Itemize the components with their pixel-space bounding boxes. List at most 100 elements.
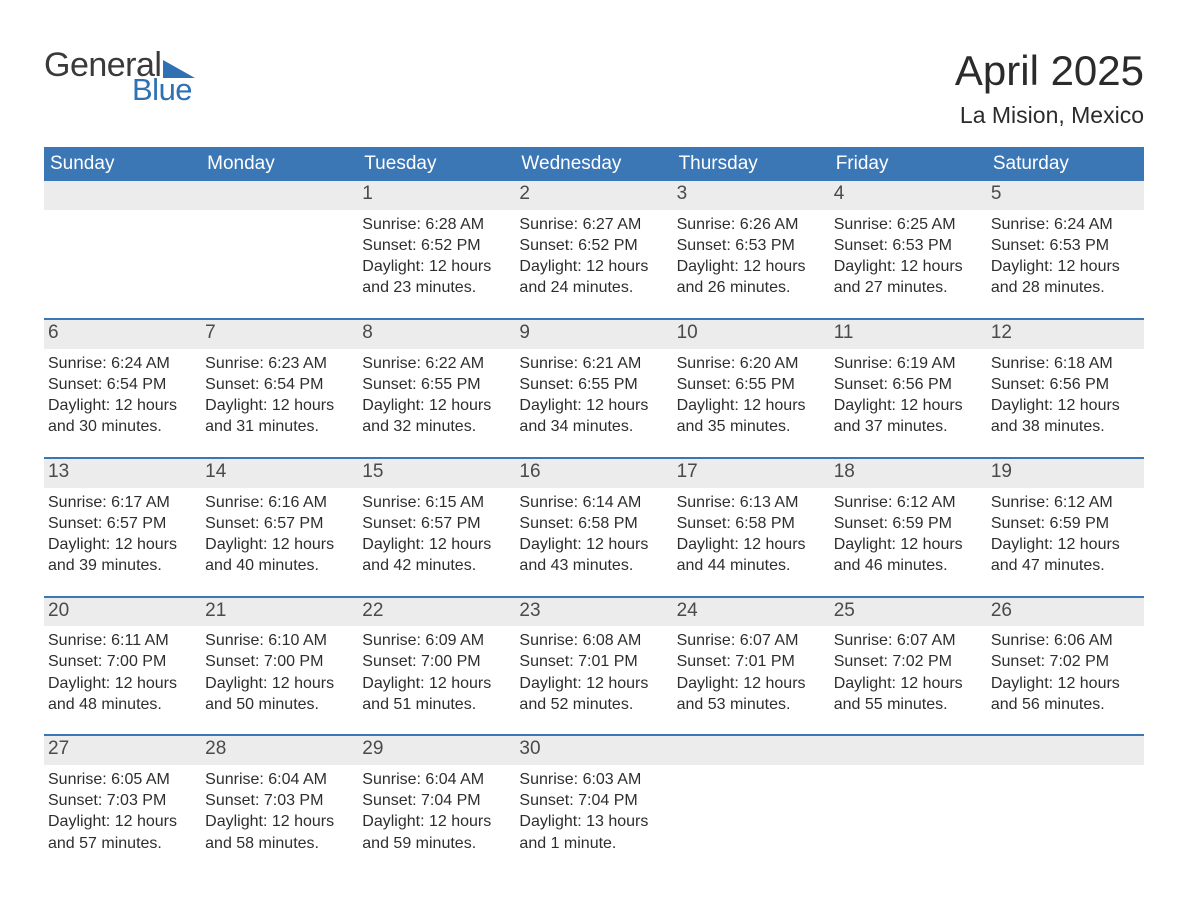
day-cell: Sunrise: 6:09 AMSunset: 7:00 PMDaylight:…: [358, 626, 515, 734]
page-title: April 2025: [955, 48, 1144, 94]
date-number: 24: [673, 598, 830, 627]
daylight-text: and 37 minutes.: [834, 416, 979, 437]
daylight-text: and 27 minutes.: [834, 277, 979, 298]
sunset-text: Sunset: 6:56 PM: [834, 374, 979, 395]
date-body-row: Sunrise: 6:11 AMSunset: 7:00 PMDaylight:…: [44, 626, 1144, 734]
sunrise-text: Sunrise: 6:04 AM: [205, 769, 350, 790]
day-cell: Sunrise: 6:11 AMSunset: 7:00 PMDaylight:…: [44, 626, 201, 734]
date-number: 14: [201, 459, 358, 488]
daylight-text: Daylight: 12 hours: [834, 256, 979, 277]
sunrise-text: Sunrise: 6:18 AM: [991, 353, 1136, 374]
daylight-text: Daylight: 12 hours: [519, 395, 664, 416]
daylight-text: and 46 minutes.: [834, 555, 979, 576]
sunset-text: Sunset: 7:00 PM: [362, 651, 507, 672]
date-number: 29: [358, 736, 515, 765]
sunrise-text: Sunrise: 6:14 AM: [519, 492, 664, 513]
day-cell: Sunrise: 6:22 AMSunset: 6:55 PMDaylight:…: [358, 349, 515, 457]
day-cell: Sunrise: 6:28 AM Sunset: 6:52 PM Dayligh…: [358, 210, 515, 318]
daylight-text: Daylight: 12 hours: [362, 534, 507, 555]
calendar-page: General Blue April 2025 La Mision, Mexic…: [0, 0, 1188, 913]
date-number: [44, 181, 201, 210]
daylight-text: and 1 minute.: [519, 833, 664, 854]
sunrise-text: Sunrise: 6:12 AM: [834, 492, 979, 513]
sunset-text: Sunset: 7:02 PM: [834, 651, 979, 672]
date-number-row: 27 28 29 30: [44, 736, 1144, 765]
daylight-text: and 30 minutes.: [48, 416, 193, 437]
daylight-text: Daylight: 12 hours: [48, 534, 193, 555]
date-number: 26: [987, 598, 1144, 627]
sunset-text: Sunset: 6:58 PM: [677, 513, 822, 534]
sunset-text: Sunset: 6:52 PM: [519, 235, 664, 256]
sunrise-text: Sunrise: 6:22 AM: [362, 353, 507, 374]
date-number: 11: [830, 320, 987, 349]
daylight-text: and 53 minutes.: [677, 694, 822, 715]
day-cell: Sunrise: 6:24 AMSunset: 6:54 PMDaylight:…: [44, 349, 201, 457]
weekday-header: Tuesday: [358, 147, 515, 181]
sunrise-text: Sunrise: 6:21 AM: [519, 353, 664, 374]
day-cell: [44, 210, 201, 318]
sunset-text: Sunset: 6:58 PM: [519, 513, 664, 534]
weekday-header: Wednesday: [515, 147, 672, 181]
day-cell: Sunrise: 6:06 AMSunset: 7:02 PMDaylight:…: [987, 626, 1144, 734]
daylight-text: and 59 minutes.: [362, 833, 507, 854]
sunset-text: Sunset: 6:57 PM: [48, 513, 193, 534]
day-cell: Sunrise: 6:26 AM Sunset: 6:53 PM Dayligh…: [673, 210, 830, 318]
sunrise-text: Sunrise: 6:03 AM: [519, 769, 664, 790]
sunrise-text: Sunrise: 6:23 AM: [205, 353, 350, 374]
date-number: 20: [44, 598, 201, 627]
date-number: 9: [515, 320, 672, 349]
daylight-text: and 35 minutes.: [677, 416, 822, 437]
daylight-text: Daylight: 12 hours: [991, 534, 1136, 555]
daylight-text: Daylight: 12 hours: [834, 534, 979, 555]
date-number: 2: [515, 181, 672, 210]
location-subtitle: La Mision, Mexico: [955, 102, 1144, 129]
date-number-row: 6 7 8 9 10 11 12: [44, 320, 1144, 349]
daylight-text: Daylight: 12 hours: [362, 673, 507, 694]
sunrise-text: Sunrise: 6:28 AM: [362, 214, 507, 235]
date-number: 25: [830, 598, 987, 627]
daylight-text: Daylight: 12 hours: [48, 395, 193, 416]
date-number: 19: [987, 459, 1144, 488]
week-row: 20 21 22 23 24 25 26: [44, 596, 1144, 627]
sunset-text: Sunset: 6:59 PM: [834, 513, 979, 534]
sunset-text: Sunset: 6:53 PM: [677, 235, 822, 256]
daylight-text: and 34 minutes.: [519, 416, 664, 437]
daylight-text: and 38 minutes.: [991, 416, 1136, 437]
daylight-text: Daylight: 12 hours: [677, 256, 822, 277]
daylight-text: Daylight: 12 hours: [519, 534, 664, 555]
date-number: 10: [673, 320, 830, 349]
daylight-text: and 51 minutes.: [362, 694, 507, 715]
date-number: 17: [673, 459, 830, 488]
date-number: 1: [358, 181, 515, 210]
date-number: [673, 736, 830, 765]
date-number: 15: [358, 459, 515, 488]
day-cell: Sunrise: 6:04 AMSunset: 7:04 PMDaylight:…: [358, 765, 515, 873]
sunrise-text: Sunrise: 6:19 AM: [834, 353, 979, 374]
date-number-row: 13 14 15 16 17 18 19: [44, 459, 1144, 488]
header: General Blue April 2025 La Mision, Mexic…: [44, 48, 1144, 129]
daylight-text: Daylight: 12 hours: [991, 395, 1136, 416]
day-cell: Sunrise: 6:13 AMSunset: 6:58 PMDaylight:…: [673, 488, 830, 596]
date-number: [987, 736, 1144, 765]
sunrise-text: Sunrise: 6:15 AM: [362, 492, 507, 513]
sunrise-text: Sunrise: 6:06 AM: [991, 630, 1136, 651]
day-cell: Sunrise: 6:23 AMSunset: 6:54 PMDaylight:…: [201, 349, 358, 457]
day-cell: Sunrise: 6:05 AMSunset: 7:03 PMDaylight:…: [44, 765, 201, 873]
day-cell: Sunrise: 6:03 AMSunset: 7:04 PMDaylight:…: [515, 765, 672, 873]
sunset-text: Sunset: 6:54 PM: [48, 374, 193, 395]
daylight-text: and 57 minutes.: [48, 833, 193, 854]
date-number: [201, 181, 358, 210]
sunrise-text: Sunrise: 6:12 AM: [991, 492, 1136, 513]
daylight-text: Daylight: 13 hours: [519, 811, 664, 832]
logo: General Blue: [44, 48, 195, 105]
weekday-header: Saturday: [987, 147, 1144, 181]
date-number: 7: [201, 320, 358, 349]
date-number: 12: [987, 320, 1144, 349]
daylight-text: and 42 minutes.: [362, 555, 507, 576]
date-number: 4: [830, 181, 987, 210]
sunset-text: Sunset: 6:55 PM: [519, 374, 664, 395]
weekday-header: Thursday: [673, 147, 830, 181]
sunrise-text: Sunrise: 6:24 AM: [991, 214, 1136, 235]
date-number: 3: [673, 181, 830, 210]
daylight-text: and 52 minutes.: [519, 694, 664, 715]
